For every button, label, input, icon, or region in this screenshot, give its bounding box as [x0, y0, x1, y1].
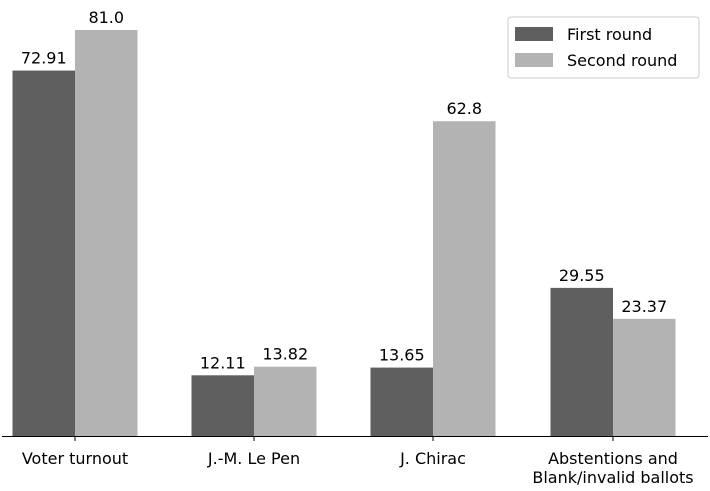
bar-first-round-j-chirac [370, 367, 433, 436]
value-labels-group: 72.91 81.0 12.11 13.82 13.65 62.8 29.55 23.37 [21, 8, 667, 372]
bar-first-round-j-m-le-pen [191, 375, 254, 436]
legend-label-first-round: First round [567, 25, 652, 44]
data-label-second-round-abstentions-and-blank-invalid-ballots: 23.37 [621, 297, 667, 316]
x-tick-label-j-m-le-pen: J.-M. Le Pen [207, 449, 300, 468]
data-label-second-round-j-m-le-pen: 13.82 [262, 345, 308, 364]
legend-swatch-second-round [515, 53, 553, 67]
data-label-first-round-j-m-le-pen: 12.11 [200, 353, 246, 372]
bar-first-round-voter-turnout [12, 70, 75, 437]
x-tick-label-abstentions-and-blank-invalid-ballots: Abstentions and Blank/invalid ballots [532, 449, 693, 487]
bar-first-round-abstentions-and-blank-invalid-ballots [550, 287, 613, 436]
data-label-first-round-j-chirac: 13.65 [379, 346, 425, 365]
legend-frame [507, 16, 700, 79]
x-tick-labels-group: Voter turnout J.-M. Le Pen J. Chirac Absten… [22, 449, 694, 487]
data-label-first-round-abstentions-and-blank-invalid-ballots: 29.55 [559, 266, 605, 285]
legend: First round Second round [507, 16, 700, 79]
bar-second-round-j-m-le-pen [254, 366, 317, 436]
legend-label-second-round: Second round [567, 51, 677, 70]
x-tick-label-j-chirac: J. Chirac [399, 449, 466, 468]
bars-group [12, 30, 676, 437]
data-label-second-round-j-chirac: 62.8 [446, 99, 482, 118]
bar-second-round-j-chirac [433, 121, 496, 436]
x-tick-label-voter-turnout: Voter turnout [22, 449, 128, 468]
x-ticks-group [74, 436, 614, 441]
legend-swatch-first-round [515, 27, 553, 41]
bar-second-round-voter-turnout [75, 30, 138, 436]
bar-second-round-abstentions-and-blank-invalid-ballots [613, 318, 676, 436]
data-label-second-round-voter-turnout: 81.0 [88, 8, 124, 27]
data-label-first-round-voter-turnout: 72.91 [21, 49, 67, 68]
